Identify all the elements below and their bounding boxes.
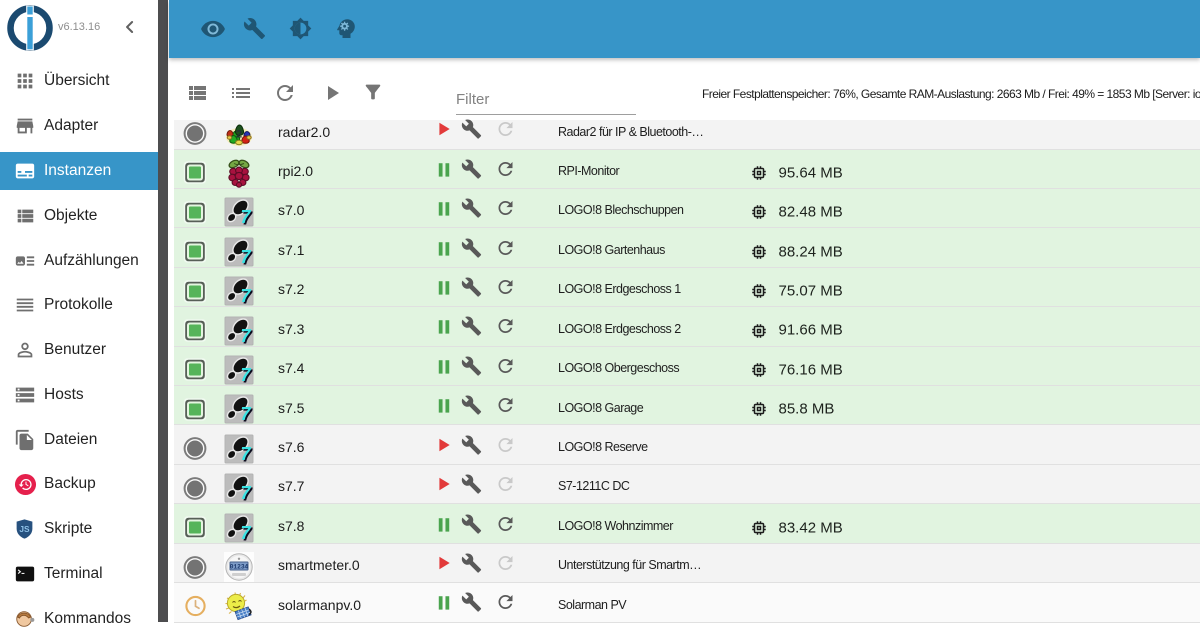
svg-text:7: 7 [240, 523, 251, 543]
svg-text:2: 2 [236, 128, 242, 140]
svg-text:7: 7 [240, 286, 251, 306]
svg-text:7: 7 [240, 326, 251, 346]
svg-text:7: 7 [240, 444, 251, 464]
svg-text:7: 7 [240, 404, 251, 424]
svg-text:7: 7 [240, 365, 251, 385]
svg-text:01234: 01234 [230, 564, 249, 571]
svg-text:7: 7 [240, 247, 251, 267]
svg-text:7: 7 [240, 483, 251, 503]
svg-text:7: 7 [240, 207, 251, 227]
svg-text:JS: JS [19, 524, 30, 534]
